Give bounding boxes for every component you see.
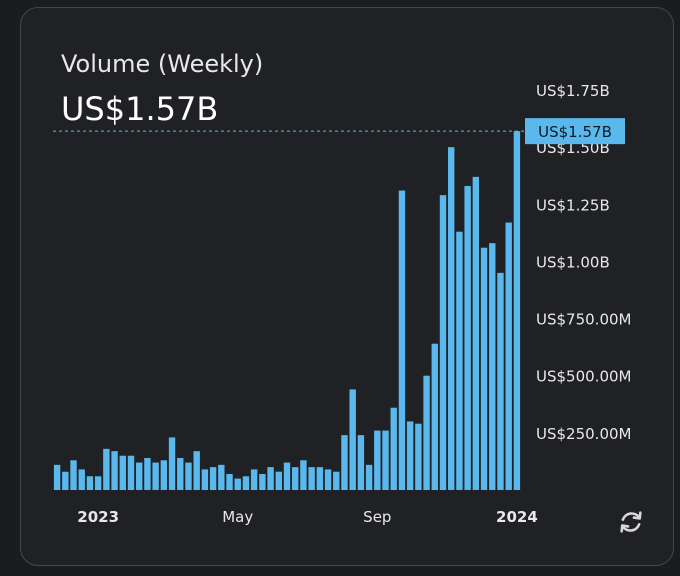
refresh-icon[interactable] [617, 508, 645, 536]
volume-bar [136, 462, 143, 490]
volume-bar [390, 407, 397, 490]
volume-bar [382, 430, 389, 490]
volume-bar [333, 471, 340, 490]
volume-bar [398, 190, 406, 491]
volume-bar [111, 451, 118, 490]
y-tick-label: US$250.00M [536, 425, 631, 443]
volume-bar [357, 435, 365, 490]
highlight-value-badge [525, 118, 625, 145]
y-tick-label: US$1.75B [536, 82, 610, 100]
volume-bar [209, 467, 217, 490]
volume-bar [94, 476, 102, 490]
volume-card: Volume (Weekly) US$1.57B US$250.00M US$50… [20, 7, 674, 566]
volume-bar [185, 462, 192, 490]
x-tick-label: Sep [363, 508, 391, 526]
volume-bar [226, 474, 233, 490]
x-tick-label: 2023 [77, 508, 119, 526]
volume-bar [292, 467, 299, 490]
volume-bar [448, 147, 455, 490]
y-tick-label: US$1.25B [536, 196, 610, 214]
volume-bar [242, 476, 250, 490]
card-value: US$1.57B [61, 90, 219, 128]
volume-bar [70, 460, 77, 490]
volume-bar [103, 448, 110, 490]
volume-bar [86, 476, 94, 490]
volume-bar [127, 455, 135, 490]
volume-bar [489, 243, 496, 490]
volume-bar [259, 474, 266, 490]
volume-bar [218, 464, 225, 490]
volume-bar [177, 458, 184, 490]
volume-bar [300, 460, 307, 490]
volume-bar [193, 451, 200, 490]
volume-bar [144, 458, 151, 490]
volume-bar [505, 222, 512, 491]
volume-bar [160, 460, 168, 490]
volume-bar [431, 343, 438, 490]
volume-bar-chart: US$250.00M US$500.00M US$750.00M US$1.00B US… [53, 82, 631, 526]
volume-bar [267, 467, 274, 490]
volume-bar [349, 389, 356, 490]
volume-bar [415, 423, 422, 490]
volume-bar [234, 478, 241, 490]
volume-bar [78, 469, 85, 490]
volume-bar [250, 469, 258, 490]
volume-bar [201, 469, 209, 490]
x-tick-label: May [222, 508, 253, 526]
volume-bar [341, 435, 348, 490]
volume-bar [513, 131, 521, 490]
y-tick-label: US$750.00M [536, 311, 631, 329]
y-tick-label: US$500.00M [536, 368, 631, 386]
volume-bar [119, 455, 126, 490]
volume-bar [152, 462, 159, 490]
volume-bar [439, 195, 447, 490]
volume-bar [456, 231, 463, 490]
volume-bar [374, 430, 381, 490]
volume-bar [283, 462, 291, 490]
x-tick-label: 2024 [496, 508, 538, 526]
volume-bar [275, 471, 282, 490]
volume-bar [308, 467, 315, 490]
highlight-value-label: US$1.57B [538, 123, 612, 141]
volume-bar [423, 375, 430, 490]
volume-bar [406, 421, 414, 490]
volume-bar [316, 467, 324, 490]
volume-bar [497, 272, 504, 490]
volume-bar [365, 464, 373, 490]
volume-bar [464, 186, 471, 490]
volume-bar [168, 437, 176, 490]
volume-bar [324, 469, 332, 490]
card-title: Volume (Weekly) [61, 50, 264, 78]
volume-bar [472, 176, 480, 490]
volume-bar [62, 471, 69, 490]
volume-bar [53, 464, 61, 490]
volume-bar [480, 247, 488, 490]
y-tick-label: US$1.00B [536, 253, 610, 271]
